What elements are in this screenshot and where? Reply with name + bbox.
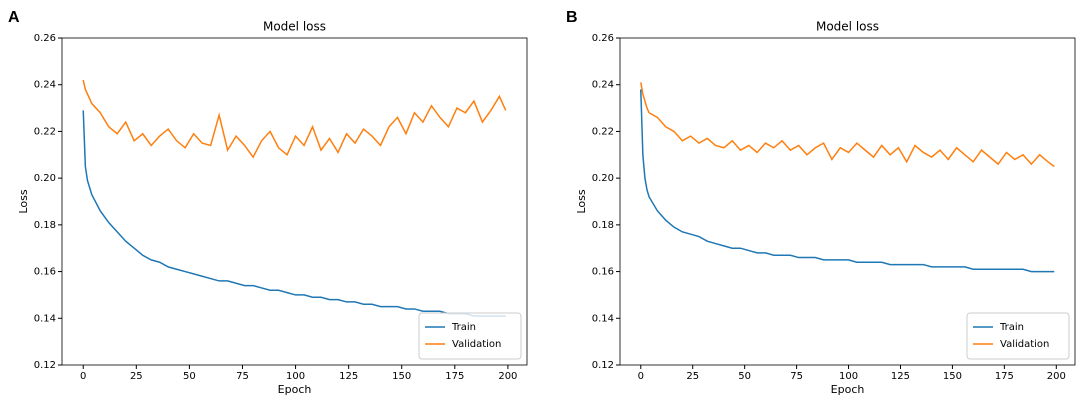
axes-frame	[619, 37, 1076, 366]
series-line	[82, 110, 506, 317]
x-axis-label: Epoch	[831, 383, 865, 396]
x-tick-label: 50	[738, 371, 751, 382]
y-tick-label: 0.14	[592, 313, 614, 324]
x-tick-label: 175	[445, 371, 464, 382]
series-line	[82, 79, 507, 159]
x-tick-label: 125	[339, 371, 358, 382]
legend-label: Train	[451, 322, 476, 333]
x-tick-label: 75	[236, 371, 249, 382]
y-tick-label: 0.22	[592, 126, 614, 137]
x-tick-label: 200	[498, 371, 517, 382]
y-tick-label: 0.16	[592, 267, 614, 278]
x-tick-label: 100	[286, 371, 305, 382]
x-tick-label: 200	[1047, 371, 1066, 382]
y-tick-label: 0.12	[592, 360, 614, 371]
x-tick-label: 25	[686, 371, 699, 382]
y-tick-label: 0.22	[34, 126, 56, 137]
x-tick-label: 150	[392, 371, 411, 382]
y-tick-label: 0.16	[34, 267, 56, 278]
y-tick-label: 0.24	[34, 80, 56, 91]
y-tick-label: 0.14	[34, 313, 56, 324]
x-tick-label: 0	[80, 371, 86, 382]
series-line	[640, 89, 1055, 273]
y-axis-label: Loss	[17, 189, 30, 213]
series-line	[640, 82, 1055, 168]
legend-label: Validation	[452, 339, 501, 350]
x-tick-label: 100	[839, 371, 858, 382]
chart-title: Model loss	[263, 20, 326, 34]
y-tick-label: 0.18	[592, 220, 614, 231]
chart-title: Model loss	[816, 20, 879, 34]
legend-label: Validation	[1000, 339, 1049, 350]
x-tick-label: 175	[995, 371, 1014, 382]
y-tick-label: 0.20	[592, 173, 614, 184]
y-axis-label: Loss	[575, 189, 588, 213]
panel-label: A	[8, 9, 20, 26]
panel-label: B	[566, 9, 578, 26]
x-tick-label: 50	[183, 371, 196, 382]
legend-box	[966, 312, 1070, 360]
y-tick-label: 0.24	[592, 80, 614, 91]
x-tick-label: 150	[943, 371, 962, 382]
x-tick-label: 0	[638, 371, 644, 382]
y-tick-label: 0.26	[34, 33, 56, 44]
x-axis-label: Epoch	[278, 383, 312, 396]
axes-frame	[61, 37, 528, 366]
y-tick-label: 0.12	[34, 360, 56, 371]
y-tick-label: 0.26	[592, 33, 614, 44]
legend-box	[418, 312, 522, 360]
x-tick-label: 75	[790, 371, 803, 382]
y-tick-label: 0.18	[34, 220, 56, 231]
y-tick-label: 0.20	[34, 173, 56, 184]
x-tick-label: 25	[130, 371, 143, 382]
x-tick-label: 125	[891, 371, 910, 382]
legend-label: Train	[999, 322, 1024, 333]
